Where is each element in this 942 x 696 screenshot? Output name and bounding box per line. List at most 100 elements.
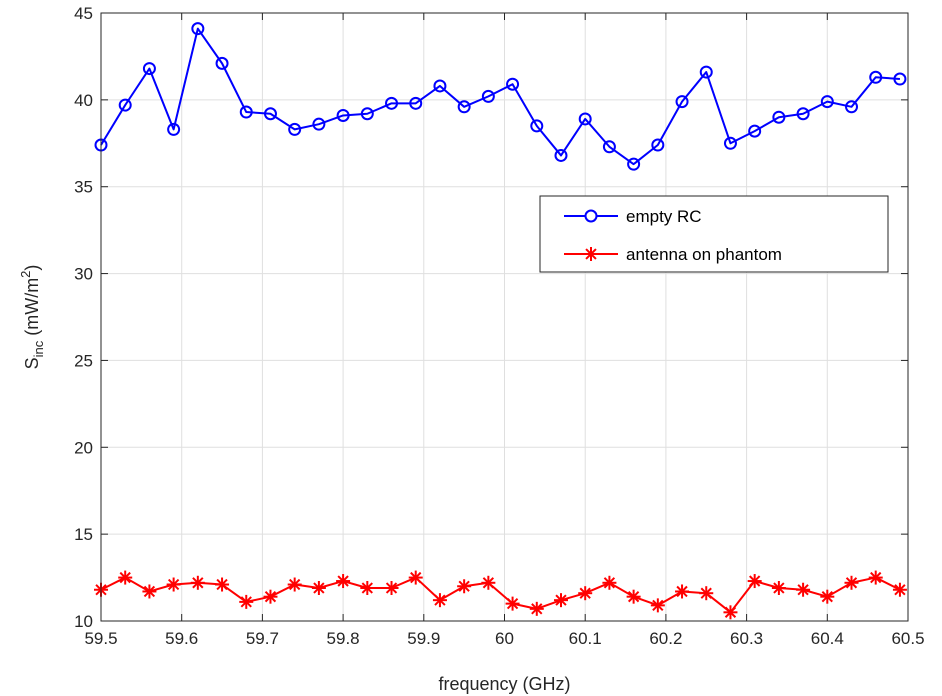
data-point — [506, 77, 520, 91]
data-point — [553, 593, 568, 608]
x-tick-label: 60.2 — [649, 629, 682, 648]
data-point — [602, 575, 617, 590]
data-point — [893, 72, 907, 86]
data-point — [288, 122, 302, 136]
legend: empty RC antenna on phantom — [539, 195, 889, 273]
series-empty-rc — [94, 22, 907, 171]
data-point — [699, 586, 714, 601]
legend-box — [539, 195, 889, 273]
data-point — [820, 95, 834, 109]
y-axis-label-unit-post: ) — [22, 265, 42, 271]
svg-text:Sinc (mW/m2): Sinc (mW/m2) — [18, 265, 46, 370]
data-point — [772, 110, 786, 124]
data-point — [845, 100, 859, 114]
data-point — [215, 577, 230, 592]
data-point — [505, 596, 520, 611]
y-tick-label: 30 — [74, 265, 93, 284]
x-axis-label: frequency (GHz) — [438, 674, 570, 694]
data-point — [336, 574, 351, 589]
data-point — [868, 570, 883, 585]
data-point — [820, 589, 835, 604]
y-tick-label: 35 — [74, 178, 93, 197]
x-tick-label: 60.4 — [811, 629, 844, 648]
data-point — [239, 105, 253, 119]
data-point — [166, 577, 181, 592]
data-point — [142, 62, 156, 76]
data-point — [408, 570, 423, 585]
y-axis-label-sub: inc — [31, 340, 46, 357]
data-point — [457, 100, 471, 114]
data-point — [191, 22, 205, 36]
data-point — [457, 579, 472, 594]
asterisk-marker — [584, 247, 598, 261]
data-point — [723, 605, 738, 620]
y-tick-label: 15 — [74, 525, 93, 544]
data-point — [530, 119, 544, 133]
data-point — [578, 112, 592, 126]
y-tick-label: 45 — [74, 4, 93, 23]
series-layer — [94, 22, 907, 620]
data-point — [723, 136, 737, 150]
y-tick-label: 25 — [74, 351, 93, 370]
legend-label-antenna-on-phantom: antenna on phantom — [626, 245, 782, 264]
data-point — [529, 601, 544, 616]
series-antenna-on-phantom — [94, 570, 907, 620]
legend-label-empty-rc: empty RC — [626, 207, 702, 226]
data-point — [118, 98, 132, 112]
y-axis-label-unit-pre: (mW/m — [22, 278, 42, 341]
data-point — [747, 574, 762, 589]
data-point — [409, 96, 423, 110]
x-tick-label: 60 — [495, 629, 514, 648]
data-point — [675, 584, 690, 599]
data-point — [239, 594, 254, 609]
data-point — [626, 589, 641, 604]
data-point — [844, 575, 859, 590]
legend-marker-empty-rc — [584, 209, 598, 223]
x-tick-label: 59.9 — [407, 629, 440, 648]
series-line — [100, 576, 901, 614]
data-point — [312, 117, 326, 131]
data-point — [650, 598, 665, 613]
data-point — [578, 586, 593, 601]
y-tick-label: 10 — [74, 612, 93, 631]
data-point — [360, 580, 375, 595]
data-point — [675, 95, 689, 109]
data-point — [287, 577, 302, 592]
data-point — [554, 148, 568, 162]
data-point — [651, 138, 665, 152]
x-tick-label: 59.7 — [246, 629, 279, 648]
data-point — [481, 575, 496, 590]
series-line — [100, 27, 901, 166]
axis-ticks: 59.5 59.6 59.7 59.8 59.9 60 60.1 60.2 60.3 60.4 60… — [74, 4, 924, 648]
y-tick-label: 20 — [74, 438, 93, 457]
y-tick-label: 40 — [74, 91, 93, 110]
x-tick-label: 60.1 — [569, 629, 602, 648]
data-point — [796, 107, 810, 121]
data-point — [892, 582, 907, 597]
x-tick-label: 60.3 — [730, 629, 763, 648]
x-tick-label: 60.5 — [891, 629, 924, 648]
data-point — [190, 575, 205, 590]
data-point — [385, 96, 399, 110]
data-point — [627, 157, 641, 171]
data-point — [771, 580, 786, 595]
data-point — [433, 79, 447, 93]
data-point — [360, 107, 374, 121]
data-point — [142, 584, 157, 599]
data-point — [263, 589, 278, 604]
y-axis-label-base: S — [22, 357, 42, 369]
data-point — [384, 580, 399, 595]
data-point — [748, 124, 762, 138]
data-point — [869, 70, 883, 84]
x-tick-label: 59.5 — [84, 629, 117, 648]
data-point — [432, 593, 447, 608]
y-axis-label: Sinc (mW/m2) — [18, 265, 46, 370]
data-point — [602, 140, 616, 154]
data-point — [699, 65, 713, 79]
data-point — [263, 107, 277, 121]
data-point — [796, 582, 811, 597]
x-tick-label: 59.6 — [165, 629, 198, 648]
data-point — [118, 570, 133, 585]
data-point — [336, 108, 350, 122]
